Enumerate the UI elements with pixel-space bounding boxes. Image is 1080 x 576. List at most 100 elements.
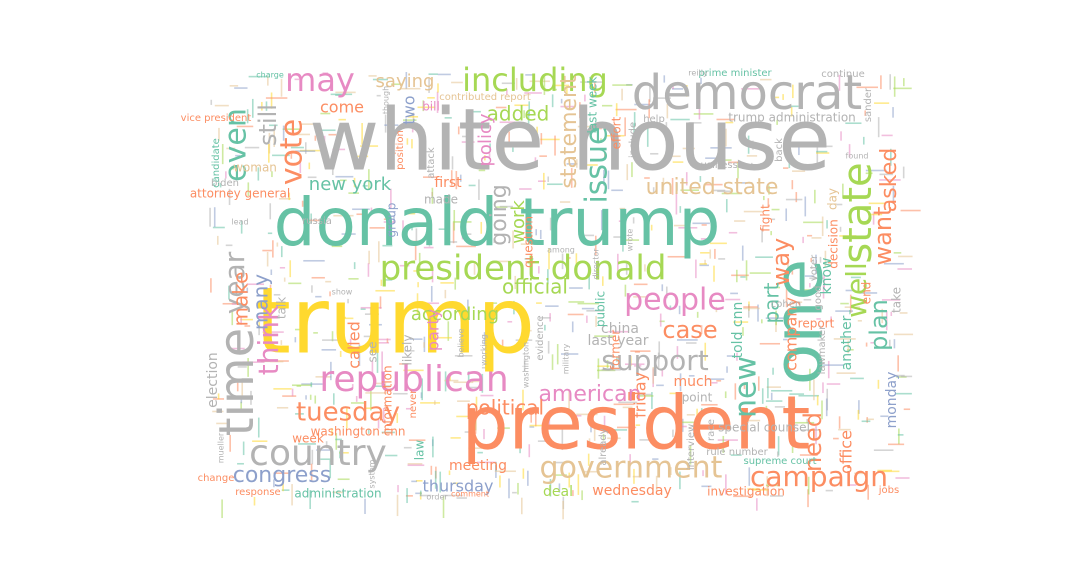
cloud-filler-mark [634,103,655,106]
cloud-filler-mark [416,293,419,315]
cloud-filler-mark [561,353,579,355]
cloud-word-one: one [760,259,839,386]
cloud-filler-mark [577,474,580,495]
cloud-word-issue: issue [580,126,615,203]
cloud-filler-mark [554,208,557,229]
cloud-filler-mark [632,217,635,224]
cloud-word-investigation: investigation [707,485,785,499]
cloud-word-monday: monday [884,372,900,429]
cloud-filler-mark [700,252,710,254]
cloud-word-friday: friday [631,372,650,418]
cloud-filler-mark [742,327,744,336]
cloud-filler-mark [234,87,248,89]
cloud-filler-mark [862,136,865,145]
cloud-filler-mark [824,250,827,268]
cloud-filler-mark [568,301,585,303]
cloud-filler-mark [661,284,664,292]
cloud-word-added: added [487,102,550,126]
cloud-filler-mark [307,176,317,179]
cloud-filler-mark [251,98,254,118]
cloud-filler-mark [489,302,498,304]
cloud-filler-mark [437,83,439,93]
cloud-filler-mark [613,403,634,406]
cloud-word-reilly: reilly [688,69,708,78]
cloud-filler-mark [670,118,690,121]
cloud-filler-mark [547,340,550,354]
cloud-filler-mark [601,104,613,107]
cloud-filler-mark [669,392,676,395]
cloud-filler-mark [396,326,399,335]
cloud-filler-mark [315,295,322,298]
cloud-word-republican: republican [319,359,508,400]
cloud-filler-mark [241,382,244,399]
cloud-filler-mark [362,185,368,187]
cloud-filler-mark [627,307,639,310]
cloud-filler-mark [411,139,413,149]
cloud-filler-mark [444,379,459,382]
cloud-filler-mark [350,402,364,404]
cloud-filler-mark [701,485,712,488]
cloud-filler-mark [519,188,532,190]
cloud-filler-mark [437,73,451,76]
cloud-filler-mark [419,490,422,497]
cloud-filler-mark [338,118,346,121]
cloud-word-trump: trump [255,267,535,374]
cloud-filler-mark [624,284,627,297]
cloud-filler-mark [644,177,650,179]
cloud-filler-mark [288,282,302,285]
cloud-filler-mark [229,347,245,350]
cloud-filler-mark [847,340,850,354]
cloud-filler-mark [568,389,570,410]
cloud-filler-mark [890,148,892,166]
cloud-filler-mark [282,125,285,141]
cloud-filler-mark [376,352,379,373]
cloud-filler-mark [320,458,333,461]
cloud-word-include: include [628,122,639,158]
cloud-filler-mark [714,248,716,259]
cloud-filler-mark [507,320,513,323]
cloud-filler-mark [409,338,423,340]
cloud-filler-mark [534,408,537,427]
cloud-filler-mark [332,148,346,151]
cloud-filler-mark [766,476,769,497]
cloud-filler-mark [422,100,425,112]
cloud-word-already: already [598,428,609,465]
cloud-filler-mark [760,78,772,81]
cloud-filler-mark [246,109,249,124]
cloud-filler-mark [743,306,758,308]
cloud-filler-mark [455,171,458,190]
cloud-filler-mark [444,117,452,119]
cloud-filler-mark [897,434,904,436]
cloud-filler-mark [460,336,463,347]
cloud-word-administration: administration [294,487,381,501]
cloud-filler-mark [740,276,746,278]
cloud-filler-mark [850,276,861,279]
cloud-filler-mark [540,133,543,145]
cloud-filler-mark [291,388,294,397]
cloud-filler-mark [337,478,350,481]
cloud-filler-mark [581,307,595,310]
cloud-filler-mark [765,400,783,402]
cloud-filler-mark [771,208,780,211]
cloud-filler-mark [434,470,437,489]
cloud-filler-mark [757,376,760,391]
cloud-filler-mark [419,494,432,497]
cloud-filler-mark [655,475,658,492]
cloud-filler-mark [294,337,297,343]
cloud-filler-mark [890,311,893,316]
cloud-filler-mark [273,479,275,488]
cloud-filler-mark [544,324,546,331]
cloud-filler-mark [848,144,851,158]
cloud-filler-mark [221,499,223,519]
cloud-filler-mark [567,313,584,316]
cloud-filler-mark [666,103,669,119]
cloud-filler-mark [652,367,655,384]
cloud-filler-mark [677,413,680,418]
cloud-filler-mark [444,289,447,299]
cloud-word-director: director [592,248,601,280]
cloud-filler-mark [337,316,346,319]
cloud-filler-mark [241,378,252,380]
cloud-filler-mark [787,259,789,276]
cloud-filler-mark [525,329,532,332]
cloud-filler-mark [513,300,515,315]
